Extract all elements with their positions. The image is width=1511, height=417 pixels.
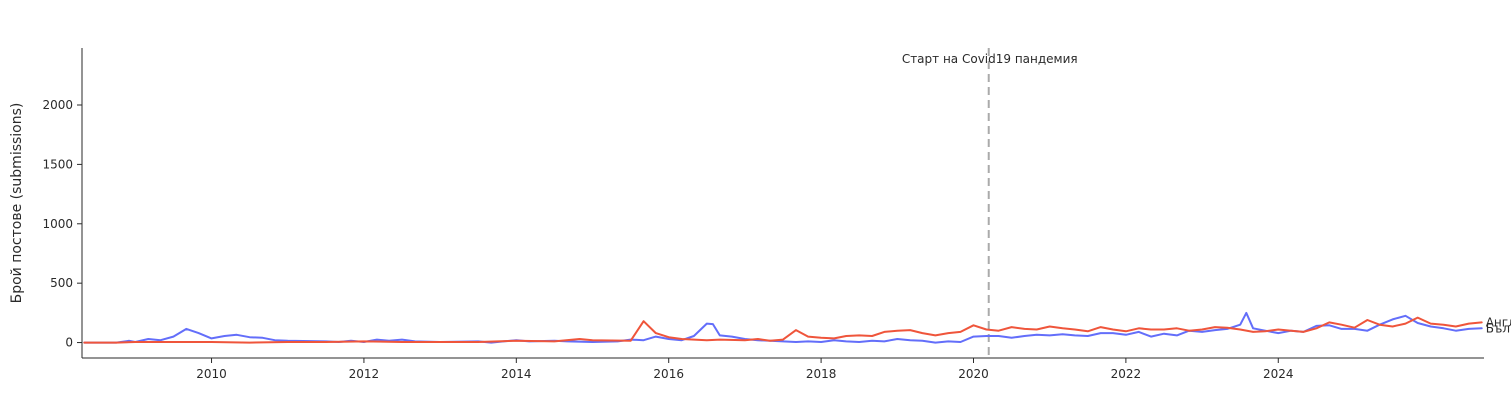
x-tick-label-2024: 2024 (1263, 367, 1294, 381)
series-label-английски: Английски (1486, 315, 1511, 329)
covid-annotation: Старт на Covid19 пандемия (902, 52, 1078, 66)
y-axis-title: Брой постове (submissions) (9, 103, 25, 304)
x-tick-label-2022: 2022 (1111, 367, 1142, 381)
x-tick-label-2016: 2016 (653, 367, 684, 381)
x-tick-label-2020: 2020 (958, 367, 989, 381)
series-line-2 (83, 316, 1483, 344)
series-line-1 (83, 311, 1483, 344)
x-tick-label-2018: 2018 (806, 367, 837, 381)
x-tick-label-2010: 2010 (196, 367, 227, 381)
y-ticks: 0 500 1000 1500 2000 (42, 98, 82, 350)
series-labels: БългарскиАнглийски (1486, 315, 1511, 335)
x-ticks: 2010 2012 2014 2016 2018 2020 2022 2024 (196, 358, 1294, 381)
axes (81, 48, 1484, 359)
y-tick-label-1000: 1000 (42, 217, 73, 231)
series-label-български: Български (1486, 321, 1511, 335)
x-tick-label-2012: 2012 (349, 367, 380, 381)
series-layer (83, 311, 1483, 344)
y-tick-label-1500: 1500 (42, 157, 73, 171)
y-tick-label-2000: 2000 (42, 98, 73, 112)
y-tick-label-0: 0 (65, 336, 73, 350)
x-tick-label-2014: 2014 (501, 367, 532, 381)
y-tick-label-500: 500 (50, 276, 73, 290)
